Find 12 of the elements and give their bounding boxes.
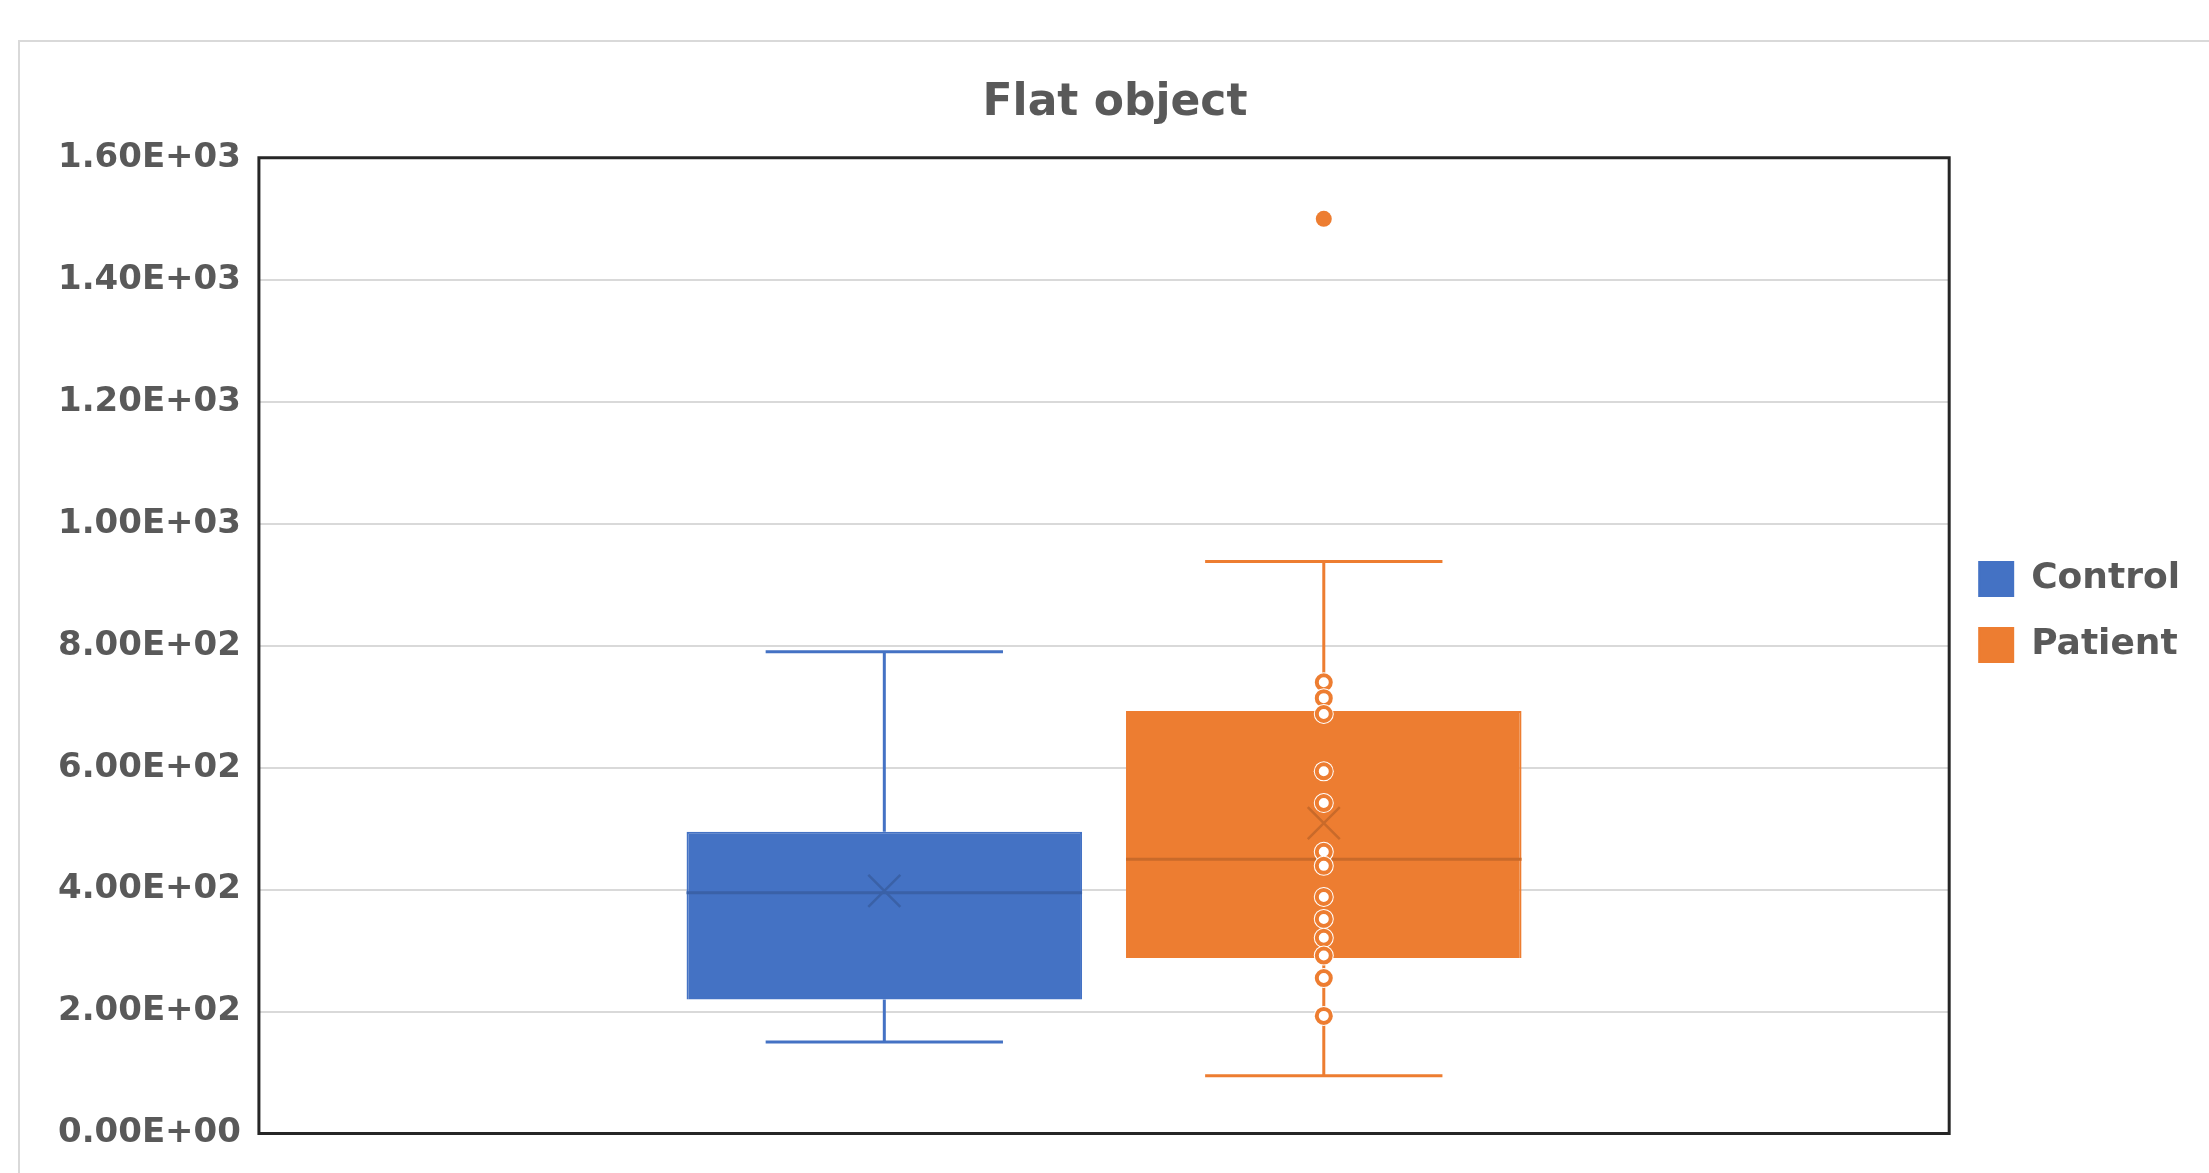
y-tick-label: 0.00E+00 [57,1110,241,1151]
chart-title: Flat object [982,73,1248,125]
y-tick-label: 1.60E+03 [57,134,241,175]
y-tick-label: 1.00E+03 [57,500,241,541]
y-tick-label: 6.00E+02 [57,744,241,785]
y-tick-label: 2.00E+02 [57,988,241,1029]
y-tick-label: 8.00E+02 [57,622,241,663]
y-tick-label: 1.40E+03 [57,256,241,297]
legend-label: Patient [2031,621,2178,663]
y-tick-label: 4.00E+02 [57,866,241,907]
legend-label: Control [2031,555,2181,597]
y-tick-label: 1.20E+03 [57,378,241,419]
